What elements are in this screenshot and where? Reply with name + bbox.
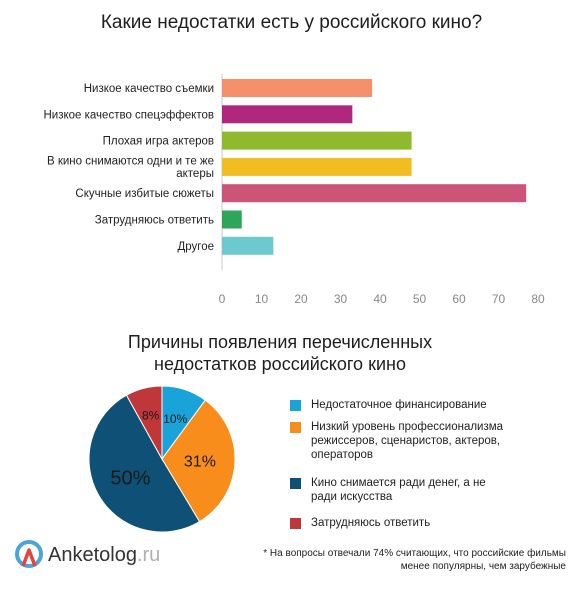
legend-swatch: [290, 478, 301, 489]
bar: [222, 157, 412, 176]
footnote-line-1: * На вопросы отвечали 74% считающих, что…: [263, 548, 566, 559]
legend-label-line: Затрудняюсь ответить: [311, 517, 431, 529]
pie-chart-title: Причины появления перечисленных недостат…: [127, 332, 433, 374]
bar: [222, 184, 527, 203]
legend-label: Низкий уровень профессионализма режиссеро…: [311, 420, 541, 462]
legend-label-line: режиссеров, сценаристов, актеров,: [311, 435, 501, 447]
legend-swatch: [290, 400, 301, 411]
legend-item-undecided: Затрудняюсь ответить: [290, 516, 541, 530]
x-tick-label: 20: [294, 292, 308, 306]
anketolog-logo-icon: [15, 540, 43, 568]
legend-label: Затрудняюсь ответить: [311, 516, 541, 530]
bar: [222, 210, 242, 229]
bar: [222, 105, 353, 124]
pie-slice: [125, 385, 163, 461]
legend-item-money: Кино снимается ради денег, а не ради иску…: [290, 476, 541, 504]
legend-item-professionalism: Низкий уровень профессионализма режиссеро…: [290, 420, 541, 462]
bar: [222, 79, 373, 97]
category-label: Другое: [177, 241, 214, 253]
legend-label-line: операторов: [311, 449, 373, 461]
footnote: * На вопросы отвечали 74% считающих, что…: [228, 547, 566, 573]
pie-value-label: 10%: [163, 412, 187, 426]
pie-chart: 10% 31% 50% 8%: [88, 385, 236, 533]
category-label: Низкое качество съемки: [84, 83, 214, 95]
logo-text: Anketolog.ru: [48, 543, 161, 566]
x-tick-label: 60: [452, 292, 466, 306]
bar-chart-title: Какие недостатки есть у российского кино…: [100, 12, 483, 33]
category-label: В кино снимаются одни и те же актеры: [47, 156, 214, 181]
x-tick-label: 0: [219, 292, 226, 306]
anketolog-logo[interactable]: Anketolog.ru: [14, 540, 160, 570]
legend-label-line: Кино снимается ради денег, а не: [311, 477, 486, 489]
x-tick-label: 30: [334, 292, 348, 306]
legend-label-line: ради искусства: [311, 491, 393, 503]
x-tick-label: 50: [413, 292, 427, 306]
x-tick-label: 70: [492, 292, 506, 306]
category-label: Плохая игра актеров: [103, 136, 214, 148]
bar: [222, 236, 274, 255]
legend-swatch: [290, 422, 301, 433]
pie-value-label: 50%: [110, 467, 150, 489]
legend-item-financing: Недостаточное финансирование: [290, 398, 541, 412]
legend-swatch: [290, 518, 301, 529]
x-tick-label: 40: [373, 292, 387, 306]
pie-slice: [161, 399, 236, 523]
legend-label: Недостаточное финансирование: [311, 398, 541, 412]
pie-slice: [88, 394, 201, 533]
category-label: Скучные избитые сюжеты: [75, 188, 214, 200]
x-tick-label: 80: [531, 292, 545, 306]
pie-value-label: 8%: [142, 409, 160, 423]
x-tick-label: 10: [255, 292, 269, 306]
pie-value-label: 31%: [184, 454, 216, 471]
legend-label-line: Недостаточное финансирование: [311, 399, 487, 411]
legend-label: Кино снимается ради денег, а не ради иску…: [311, 476, 541, 504]
category-label: Затрудняюсь ответить: [95, 215, 214, 227]
bar-chart: Низкое качество съемки Низкое качество сп…: [43, 74, 545, 306]
category-label: Низкое качество спецэффектов: [43, 109, 214, 121]
legend-label-line: Низкий уровень профессионализма: [311, 421, 504, 433]
footnote-line-2: менее популярны, чем зарубежные: [400, 561, 566, 572]
bar: [222, 131, 412, 150]
